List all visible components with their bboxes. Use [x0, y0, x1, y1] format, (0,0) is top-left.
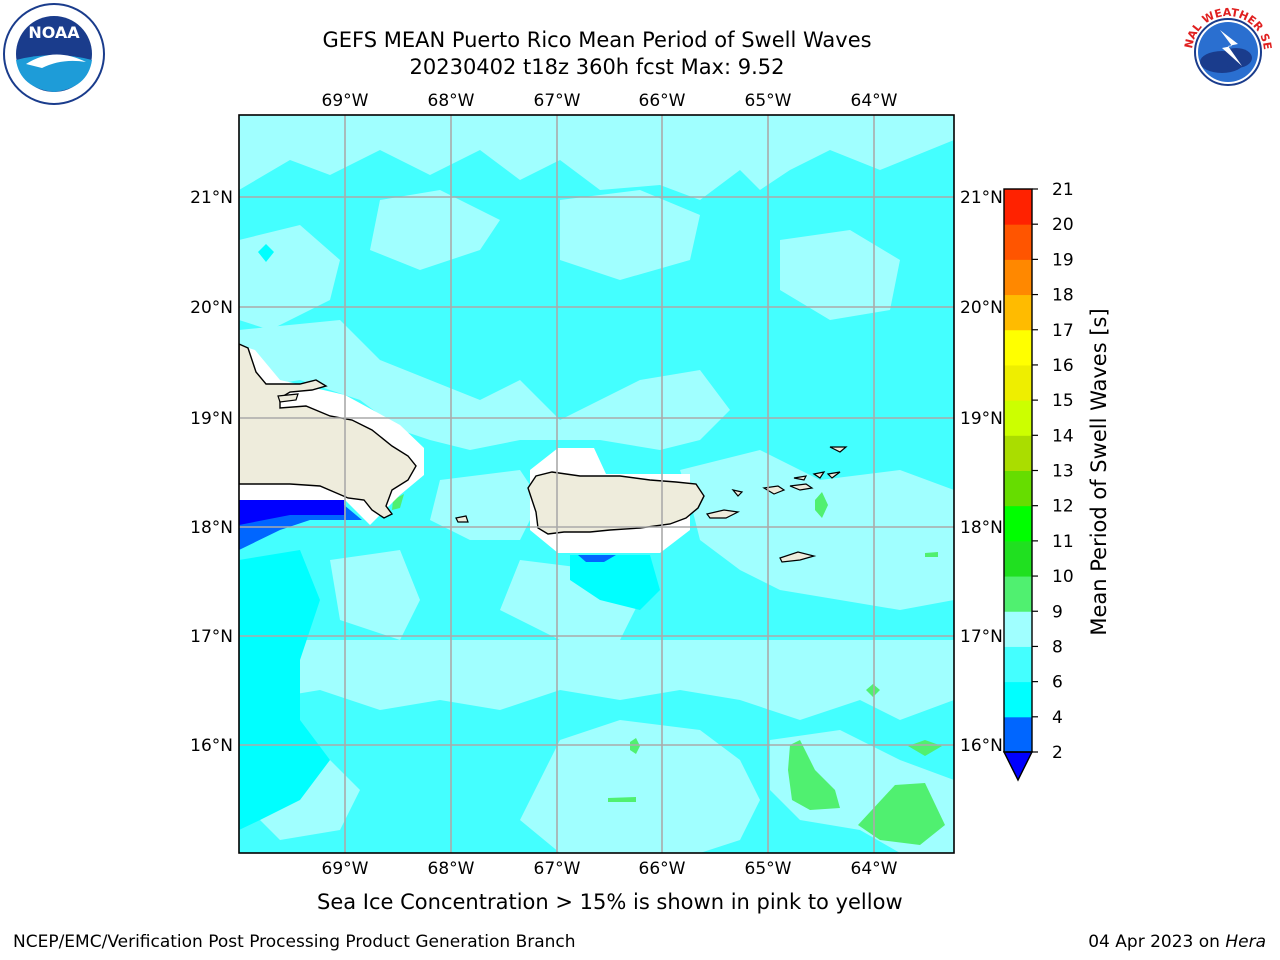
- colorbar-tick-label: 11: [1052, 532, 1074, 552]
- colorbar-tick-label: 4: [1052, 708, 1063, 728]
- colorbar-bin: [1004, 576, 1032, 612]
- lon-tick-label: 69°W: [322, 859, 369, 879]
- colorbar-tick-label: 13: [1052, 462, 1074, 482]
- colorbar-bin: [1004, 470, 1032, 507]
- puerto-rico-land: [527, 471, 705, 535]
- colorbar-tick-label: 15: [1052, 391, 1074, 411]
- lat-tick-label: 17°N: [960, 627, 1003, 647]
- svg-text:NOAA: NOAA: [28, 23, 80, 42]
- colorbar-bin: [1004, 505, 1032, 542]
- lon-tick-label: 64°W: [851, 859, 898, 879]
- lon-tick-label: 66°W: [639, 91, 686, 111]
- colorbar-tick-label: 20: [1052, 215, 1074, 235]
- colorbar-bin: [1004, 435, 1032, 471]
- lat-tick-label: 19°N: [960, 409, 1003, 429]
- lat-ticks-left: 21°N 20°N 19°N 18°N 17°N 16°N: [190, 188, 233, 756]
- colorbar-bin: [1004, 224, 1032, 260]
- colorbar-bin: [1004, 189, 1032, 225]
- chart-subtitle: 20230402 t18z 360h fcst Max: 9.52: [409, 55, 785, 79]
- chart-title: GEFS MEAN Puerto Rico Mean Period of Swe…: [322, 28, 872, 52]
- lon-ticks-top: 69°W 68°W 67°W 66°W 65°W 64°W: [322, 91, 898, 111]
- lat-tick-label: 18°N: [960, 518, 1003, 538]
- swell-field-6s: [239, 244, 660, 830]
- colorbar-tick-label: 8: [1052, 637, 1063, 657]
- colorbar-tick-label: 21: [1052, 180, 1074, 200]
- colorbar: 2 4 6 8 9 10 11 12 13 14 15 16 17 18 19 20 21: [1002, 180, 1074, 782]
- colorbar-tick-label: 12: [1052, 497, 1074, 517]
- lon-ticks-bottom: 69°W 68°W 67°W 66°W 65°W 64°W: [322, 859, 898, 879]
- lat-tick-label: 21°N: [960, 188, 1003, 208]
- virgin-islands: [705, 446, 848, 563]
- lon-tick-label: 69°W: [322, 91, 369, 111]
- lon-tick-label: 67°W: [534, 859, 581, 879]
- colorbar-tick-label: 14: [1052, 426, 1074, 446]
- footer-machine: Hera: [1225, 932, 1266, 952]
- graticule: [239, 115, 954, 853]
- footer-date-text: 04 Apr 2023 on: [1088, 932, 1226, 952]
- swell-field-8-9s: [239, 115, 954, 853]
- lat-tick-label: 16°N: [960, 736, 1003, 756]
- lon-tick-label: 68°W: [428, 91, 475, 111]
- colorbar-tick-label: 9: [1052, 602, 1063, 622]
- noaa-logo-icon: NOAA: [3, 3, 105, 105]
- gonave-island: [277, 393, 299, 403]
- swell-field-2-4s: [239, 500, 616, 562]
- footer-credit: NCEP/EMC/Verification Post Processing Pr…: [13, 932, 576, 952]
- colorbar-bin: [1004, 540, 1032, 577]
- lon-tick-label: 67°W: [534, 91, 581, 111]
- lat-ticks-right: 21°N 20°N 19°N 18°N 17°N 16°N: [960, 188, 1003, 756]
- mona-island: [455, 515, 469, 523]
- lon-tick-label: 65°W: [745, 859, 792, 879]
- lat-tick-label: 17°N: [190, 627, 233, 647]
- colorbar-tick-label: 18: [1052, 286, 1074, 306]
- colorbar-bin: [1004, 364, 1032, 401]
- colorbar-bin: [1004, 681, 1032, 718]
- lon-tick-label: 66°W: [639, 859, 686, 879]
- lon-tick-label: 64°W: [851, 91, 898, 111]
- nws-logo-icon: NATIONAL WEATHER SERVICE: [1178, 2, 1276, 100]
- colorbar-bin: [1004, 294, 1032, 331]
- colorbar-bin: [1004, 400, 1032, 436]
- colorbar-tick-label: 16: [1052, 356, 1074, 376]
- lat-tick-label: 19°N: [190, 409, 233, 429]
- colorbar-tick-label: 6: [1052, 673, 1063, 693]
- hispaniola-land: [239, 343, 417, 519]
- colorbar-bin: [1004, 646, 1032, 683]
- map-frame: [238, 114, 955, 854]
- colorbar-extend-min: [1002, 751, 1034, 782]
- lat-tick-label: 20°N: [190, 298, 233, 318]
- lat-tick-label: 20°N: [960, 298, 1003, 318]
- footer-date: 04 Apr 2023 on Hera: [1088, 932, 1266, 952]
- colorbar-tick-label: 17: [1052, 321, 1074, 341]
- colorbar-label: Mean Period of Swell Waves [s]: [1087, 308, 1111, 635]
- colorbar-tick-label: 19: [1052, 250, 1074, 270]
- swell-field-9-10s: [392, 492, 945, 845]
- lat-tick-label: 18°N: [190, 518, 233, 538]
- colorbar-bin: [1004, 716, 1032, 753]
- colorbar-tick-label: 10: [1052, 567, 1074, 587]
- colorbar-tick-label: 2: [1052, 743, 1063, 763]
- lon-tick-label: 68°W: [428, 859, 475, 879]
- map-panel: [239, 115, 954, 853]
- colorbar-bin: [1004, 611, 1032, 647]
- colorbar-bin: [1004, 329, 1032, 366]
- colorbar-bin: [1004, 259, 1032, 296]
- lat-tick-label: 16°N: [190, 736, 233, 756]
- lat-tick-label: 21°N: [190, 188, 233, 208]
- lon-tick-label: 65°W: [745, 91, 792, 111]
- sea-ice-note: Sea Ice Concentration > 15% is shown in …: [317, 890, 903, 914]
